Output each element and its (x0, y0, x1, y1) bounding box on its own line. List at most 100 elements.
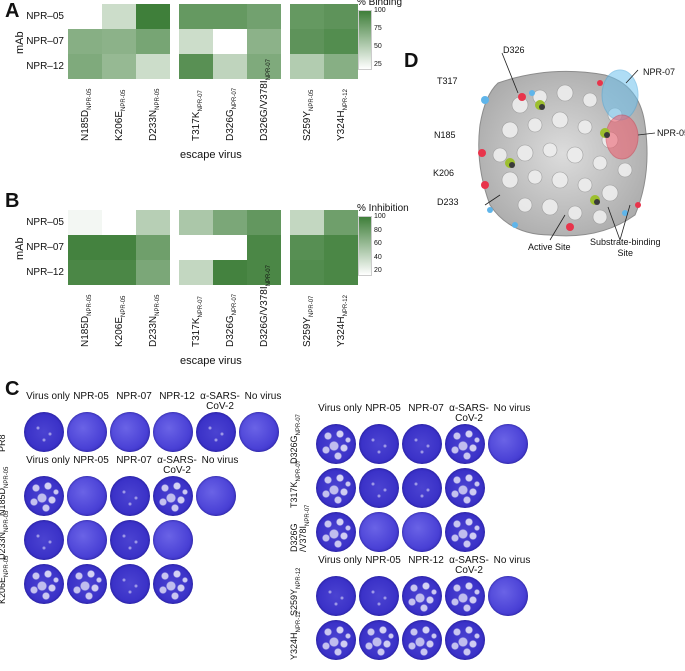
plaque-plate (67, 520, 107, 560)
plate-column-header: No virus (201, 455, 239, 466)
heatmap-cell (102, 210, 136, 235)
plaque-plate (196, 412, 236, 452)
column-label-main: D326G (225, 109, 236, 141)
heatmap-cell (136, 54, 170, 79)
row-label: NPR–12 (26, 267, 64, 278)
label-d326: D326 (503, 45, 525, 55)
column-label-sub: NPR-07 (266, 59, 272, 81)
plate-column-header: NPR-07 (408, 403, 444, 414)
legend-tick: 100 (374, 7, 386, 14)
heatmap-cell (290, 210, 324, 235)
heatmap-cell (213, 29, 247, 54)
legend-colorbar (358, 216, 372, 276)
column-label-main: D326G (225, 315, 236, 347)
column-label-main: Y324H (336, 316, 347, 347)
heatmap-cell (290, 260, 324, 285)
column-label-sub: NPR-05 (87, 294, 93, 316)
plate-row-label: K206ENPR-05 (0, 556, 12, 604)
heatmap-cell (68, 29, 102, 54)
column-label-sub: NPR-05 (87, 88, 93, 110)
panel-d-letter: D (404, 50, 419, 72)
plaque-plate (67, 564, 107, 604)
column-label: N185DNPR-05 (80, 89, 93, 141)
column-label-main: D326G/V378I (259, 286, 270, 347)
neuraminidase-structure (478, 52, 656, 241)
plate-column-header: α-SARS- CoV-2 (449, 555, 489, 576)
plate-row-label: N185DNPR-05 (0, 467, 12, 516)
heatmap-cell (213, 235, 247, 260)
column-label-sub: NPR-12 (343, 295, 349, 317)
plaque-plate (110, 412, 150, 452)
heatmap-cell (213, 210, 247, 235)
column-label: S259YNPR-05 (302, 90, 315, 141)
legend-title: % Binding (357, 0, 403, 8)
plate-row-label-main: Y324H (289, 632, 299, 660)
plaque-plate (316, 468, 356, 508)
label-t317: T317 (437, 76, 458, 86)
plate-row-label-sub: NPR-05 (3, 510, 10, 532)
heatmap-cell (102, 235, 136, 260)
plate-column-header: NPR-05 (73, 455, 109, 466)
column-label-sub: NPR-05 (121, 295, 127, 317)
heatmap-cell (324, 4, 358, 29)
plate-row-label-main: PR8 (0, 434, 7, 452)
plate-column-header: Virus only (26, 391, 70, 402)
column-label-sub: NPR-07 (309, 295, 315, 317)
column-label: T317KNPR-07 (191, 296, 204, 347)
column-label: D326G/V378INPR-07 (259, 265, 272, 347)
heatmap-cell (102, 260, 136, 285)
row-label: NPR–12 (26, 61, 64, 72)
heatmap-cell (213, 4, 247, 29)
label-k206: K206 (433, 168, 455, 178)
legend-tick: 100 (374, 213, 386, 220)
legend-tick: 40 (374, 253, 382, 261)
plate-column-header: NPR-07 (116, 391, 152, 402)
plate-row-label: D326G /V378INPR-07 (289, 505, 313, 552)
heatmap-cell (324, 29, 358, 54)
plaque-plate (359, 620, 399, 660)
heatmap-cell (290, 4, 324, 29)
column-label: D326G/V378INPR-07 (259, 59, 272, 141)
panel-a-letter: A (5, 0, 20, 22)
heatmap-cell (179, 260, 213, 285)
plaque-plate (110, 564, 150, 604)
plaque-plate (24, 476, 64, 516)
label-npr07: NPR-07 (643, 67, 676, 77)
row-label: NPR–05 (26, 11, 64, 22)
heatmap-cell (179, 54, 213, 79)
plate-row-label: PR8 (0, 434, 12, 452)
heatmap-cell (247, 29, 281, 54)
plaque-plate (402, 424, 442, 464)
pointer-lines (484, 52, 656, 241)
heatmap-cell (179, 235, 213, 260)
row-label: NPR–07 (26, 242, 64, 253)
heatmap-cell (68, 260, 102, 285)
label-npr05: NPR-05 (657, 128, 685, 138)
x-axis-label: escape virus (180, 355, 242, 367)
plate-row-label: T317KNPR-07 (289, 460, 304, 508)
label-active-site: Active Site (528, 242, 571, 252)
label-d233: D233 (437, 197, 459, 207)
heatmap-cell (179, 210, 213, 235)
column-label-sub: NPR-12 (343, 89, 349, 111)
column-label: D326GNPR-07 (225, 88, 238, 141)
plaque-plate (110, 520, 150, 560)
column-label: D233NNPR-05 (148, 295, 161, 347)
column-label-main: D326G/V378I (259, 80, 270, 141)
column-label: D326GNPR-07 (225, 294, 238, 347)
plate-row-label-main: K206E (0, 576, 7, 604)
heatmap-cell (68, 54, 102, 79)
plate-column-header: Virus only (318, 555, 362, 566)
heatmap-cell (136, 29, 170, 54)
plate-column-header: No virus (493, 403, 531, 414)
column-label-main: D233N (148, 315, 159, 347)
plaque-plate (24, 412, 64, 452)
plaque-plate (316, 512, 356, 552)
label-n185: N185 (434, 130, 456, 140)
column-label-sub: NPR-07 (232, 293, 238, 316)
column-label-main: T317K (191, 111, 202, 141)
legend-tick: 60 (374, 240, 382, 247)
heatmap-cell (102, 4, 136, 29)
plaque-plate (316, 620, 356, 660)
plaque-plate (402, 468, 442, 508)
